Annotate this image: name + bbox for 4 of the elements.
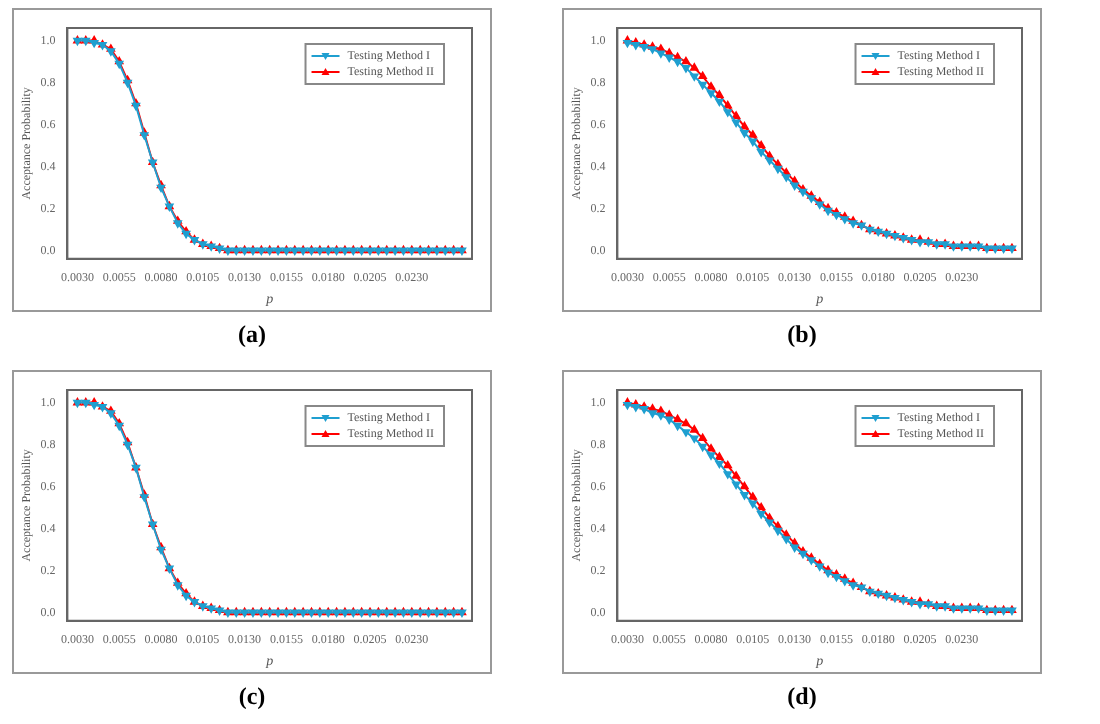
text: (a)	[236, 320, 268, 350]
text: (d)	[785, 682, 819, 712]
text: (c)	[236, 682, 268, 712]
text: (b)	[785, 320, 819, 350]
